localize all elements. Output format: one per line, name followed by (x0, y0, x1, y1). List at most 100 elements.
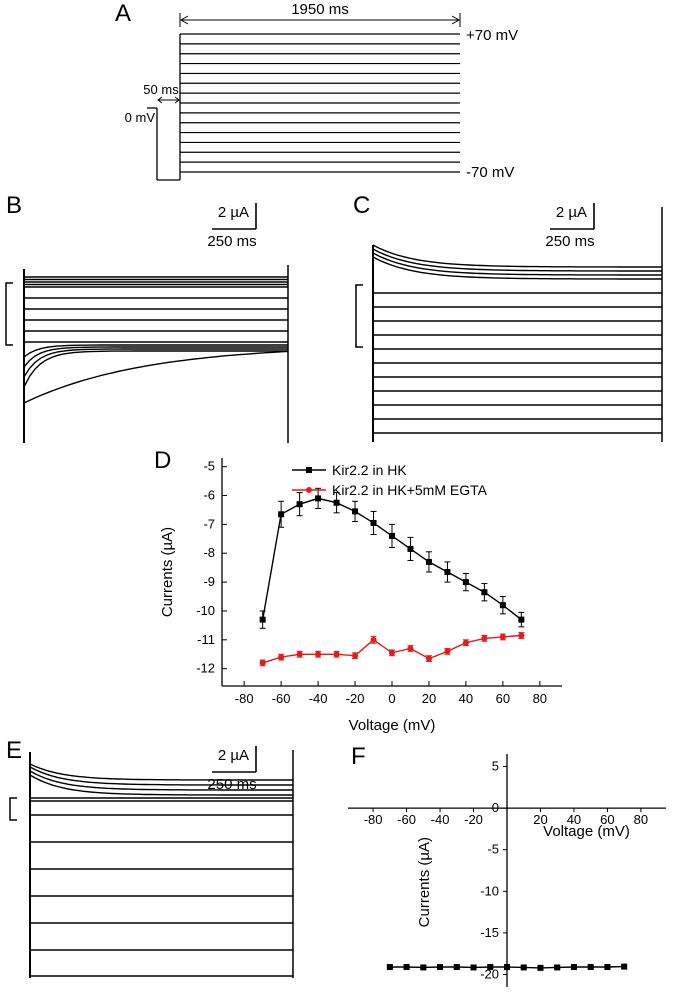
data-point-marker (520, 964, 527, 971)
data-point-marker (333, 651, 340, 658)
x-tick-label: 0 (388, 691, 395, 706)
y-tick-label: 0 (492, 800, 499, 815)
current-scale-label: 2 µA (556, 204, 587, 221)
current-trace (372, 248, 662, 272)
y-axis-title: Currents (µA) (416, 837, 433, 927)
current-trace (23, 344, 288, 358)
current-trace (23, 350, 288, 388)
data-point-marker (554, 964, 561, 971)
voltage-step-marker (9, 797, 17, 821)
x-tick-label: 40 (459, 691, 473, 706)
y-tick-label: -6 (203, 488, 215, 503)
current-trace (372, 244, 662, 268)
x-tick-label: -80 (235, 691, 254, 706)
current-traces-e: 2 µA 250 ms (9, 746, 294, 978)
data-point-marker (444, 569, 451, 575)
legend-label: Kir2.2 in HK+5mM EGTA (332, 482, 488, 498)
y-tick-label: -7 (203, 516, 215, 531)
data-point-marker (352, 508, 359, 515)
data-point-marker (537, 964, 544, 971)
data-point-marker (487, 964, 494, 971)
current-scale-label: 2 µA (218, 747, 249, 764)
x-tick-label: -20 (346, 691, 365, 706)
current-trace (372, 252, 662, 276)
x-tick-label: -80 (364, 812, 383, 827)
data-point-marker (389, 532, 395, 539)
data-point-marker (370, 636, 377, 643)
data-point-marker (315, 495, 322, 502)
protocol-holding-label: 0 mV (125, 110, 156, 125)
data-point-marker (333, 499, 340, 506)
iv-plot-f: -80 -60 -40 -20 20 40 60 80 5 0 -5 -10 -15 -20 Voltage… (348, 754, 666, 987)
data-point-marker (306, 487, 312, 493)
current-trace (372, 256, 662, 280)
data-point-marker (370, 519, 377, 526)
y-tick-label: -11 (197, 632, 215, 647)
data-point-marker (570, 964, 577, 971)
protocol-min-voltage-label: -70 mV (466, 164, 514, 181)
voltage-protocol-diagram: 1950 ms +70 mV -70 mV 50 ms 0 mV (125, 1, 518, 181)
x-tick-label: 20 (533, 812, 547, 827)
current-scale-label: 2 µA (218, 204, 249, 221)
current-trace (23, 350, 289, 404)
y-tick-label: -12 (196, 661, 215, 676)
series-line (262, 497, 522, 621)
arrowhead-right-icon (174, 96, 180, 104)
current-traces-b: 2 µA 250 ms (5, 203, 289, 443)
y-tick-label: -10 (196, 603, 215, 618)
y-tick-label: -9 (203, 574, 215, 589)
protocol-prepulse-label: 50 ms (143, 82, 179, 97)
data-point-marker (504, 964, 510, 971)
y-tick-label: -15 (480, 925, 499, 940)
data-point-marker (470, 964, 477, 971)
x-tick-label: -60 (397, 812, 416, 827)
x-tick-label: 20 (422, 691, 436, 706)
arrowhead-left-icon (179, 15, 189, 25)
scale-bar: 2 µA 250 ms (207, 746, 257, 793)
current-trace (29, 770, 293, 791)
x-tick-label: -20 (464, 812, 483, 827)
protocol-duration-label: 1950 ms (291, 1, 349, 18)
y-tick-label: 5 (492, 758, 499, 773)
current-trace (29, 774, 293, 796)
data-point-marker (499, 633, 506, 640)
data-point-marker (259, 659, 266, 666)
data-point-marker (425, 558, 432, 565)
data-point-marker (518, 632, 525, 639)
data-point-marker (278, 654, 285, 661)
current-traces-c: 2 µA 250 ms (355, 203, 663, 442)
panel-f-label: F (351, 743, 366, 770)
data-point-marker (306, 467, 312, 473)
data-point-marker (407, 545, 414, 552)
scale-bar: 2 µA 250 ms (207, 203, 257, 250)
x-tick-label: -40 (431, 812, 450, 827)
data-point-marker (259, 616, 266, 623)
data-point-marker (499, 602, 506, 609)
x-tick-label: -60 (272, 691, 291, 706)
panel-c-label: C (353, 192, 371, 219)
data-point-marker (389, 649, 395, 656)
data-point-marker (462, 579, 469, 586)
x-tick-label: -40 (309, 691, 328, 706)
data-point-marker (444, 648, 451, 655)
legend-label: Kir2.2 in HK (332, 462, 407, 478)
x-axis-title: Voltage (mV) (543, 823, 630, 840)
current-trace (23, 346, 288, 368)
data-point-marker (420, 964, 427, 971)
voltage-step-marker (5, 282, 13, 346)
y-tick-label: -5 (487, 842, 499, 857)
data-point-marker (481, 635, 488, 642)
y-tick-label: -5 (203, 459, 215, 474)
data-point-marker (407, 645, 414, 652)
time-scale-label: 250 ms (207, 233, 256, 250)
y-axis-title: Currents (µA) (159, 527, 176, 617)
data-point-marker (296, 501, 303, 508)
data-point-marker (296, 651, 303, 658)
y-tick-label: -10 (480, 883, 499, 898)
data-point-marker (587, 964, 594, 971)
current-trace (29, 763, 293, 781)
arrowhead-left-icon (157, 96, 163, 104)
time-scale-label: 250 ms (545, 233, 594, 250)
data-point-marker (462, 639, 469, 646)
data-point-marker (621, 963, 628, 970)
